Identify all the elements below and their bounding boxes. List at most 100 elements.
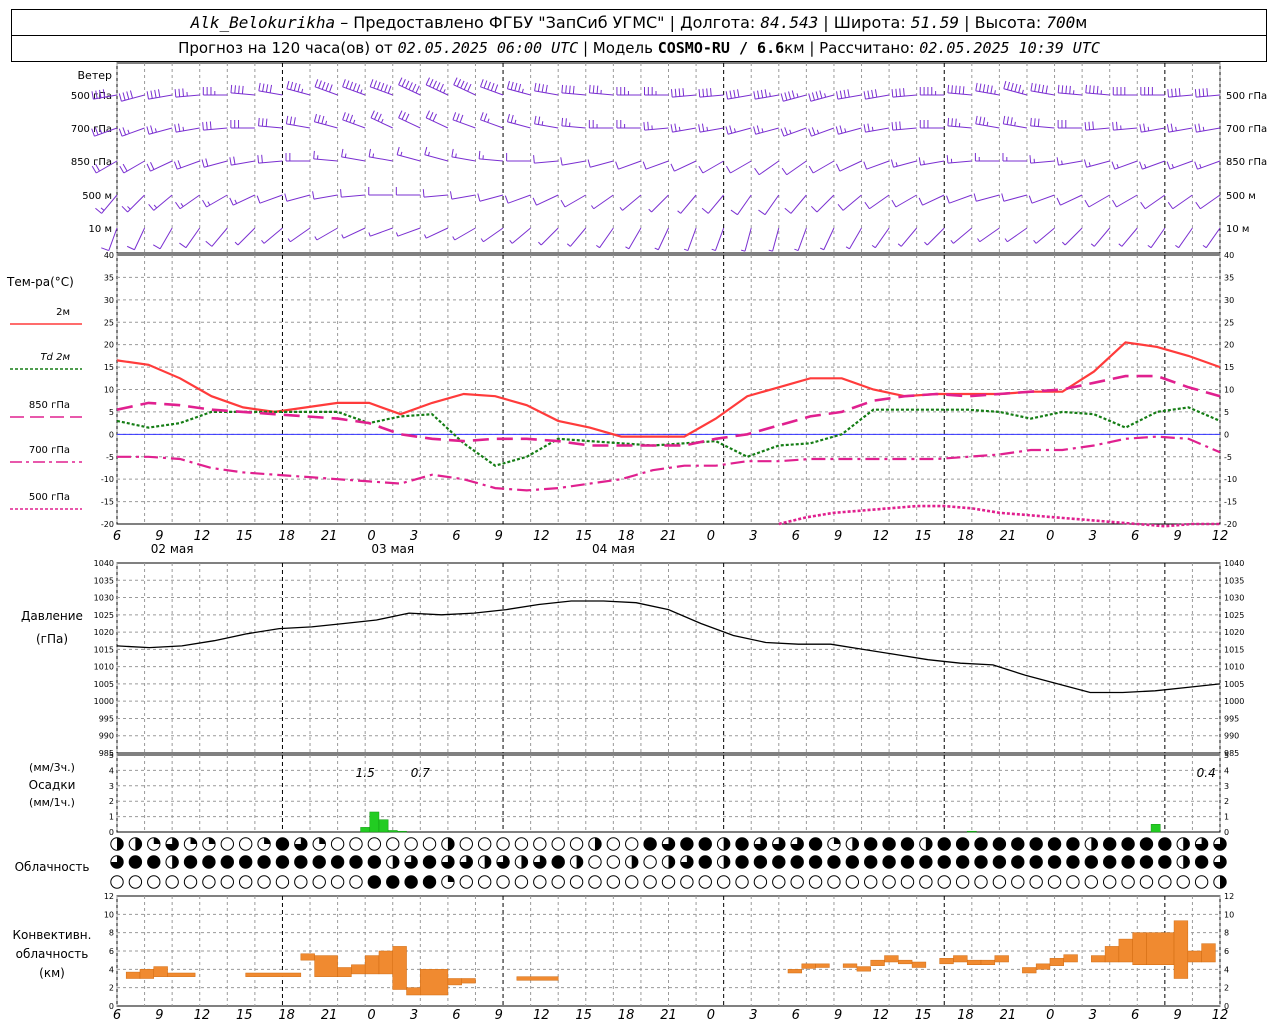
cloud-circle [238,837,253,851]
wind-barb [257,154,283,164]
wind-barb [1139,160,1166,170]
wind-barb [1112,87,1138,96]
wind-barb [286,80,311,96]
precip-ytick-left: 5 [109,751,114,760]
cloud-symbol [1066,837,1080,851]
wind-barb [152,227,173,250]
wind-barb-feather [401,79,406,87]
cloud-fill-full [827,855,841,869]
wind-barb [341,227,366,239]
wind-barb-feather [1194,89,1197,98]
temp-hour-label: 6 [792,529,800,544]
wind-barb [504,194,531,204]
wind-barb-feather [1198,88,1201,97]
wind-barb [1003,80,1028,96]
wind-barb-shaft [979,227,1000,243]
cloud-symbol [680,875,694,889]
wind-barb-feather [229,157,232,166]
conv-hour-label: 6 [1131,1008,1139,1023]
wind-barb-feather [874,89,878,98]
wind-barb-shaft [237,227,256,246]
cloud-circle [625,837,639,851]
wind-barb-half-feather [234,199,238,204]
conv-bar [787,969,803,974]
wind-barb-shaft [895,194,917,208]
wind-barb-shaft [286,88,311,96]
conv-bar [516,976,559,981]
wind-barb-shaft [1060,194,1083,206]
cloud-symbol [477,875,492,889]
cloud-fill-full [1011,837,1024,851]
wind-level-label-left: 850 гПа [71,157,112,168]
cloud-circle [533,875,547,889]
wind-barb [1194,123,1221,133]
wind-barb-feather [1006,116,1010,125]
temp-hour-label: 9 [834,529,842,544]
cloud-fill-full [1140,837,1153,851]
cloud-symbol [882,855,896,869]
wind-barb [642,160,669,170]
wind-barb-feather [847,89,850,98]
cloud-symbol [551,837,565,851]
cloud-symbol [643,855,657,869]
cloud-symbol [992,875,1007,889]
wind-barb-half-feather [625,246,630,250]
cloud-symbol [1121,855,1135,869]
wind-barb [506,113,531,129]
wind-barb-feather [460,80,465,89]
wind-barb-feather [514,82,518,91]
cloud-fill-full [1158,855,1172,869]
wind-barb-feather [432,113,437,122]
conv-ytick-left: 2 [109,984,114,993]
wind-barb-feather [1010,82,1014,91]
pressure-ytick-right: 1030 [1224,594,1244,603]
cloud-symbol [992,837,1007,851]
cloud-symbol [514,837,529,851]
pressure-ytick-left: 1015 [94,645,114,654]
wind-barb [835,160,862,172]
wind-barb [837,194,862,211]
temp-ytick-left: -15 [101,498,114,507]
conv-hour-label: 18 [618,1008,635,1023]
conv-bar [406,987,421,996]
wind-barb-shaft [1085,127,1110,131]
wind-barb [1118,227,1138,247]
wind-barb-feather [1198,123,1201,132]
wind-barb-feather [1170,123,1174,132]
wind-barb-feather [674,123,677,132]
wind-barb-feather [864,201,870,210]
wind-barb [947,84,972,96]
temp-series-2 [116,374,1221,447]
wind-barb [1202,227,1221,249]
wind-barb-feather [1115,121,1118,130]
cloud-fill-sector [533,855,547,869]
conv-bar [966,959,982,966]
wind-barb [701,194,725,214]
temp-hour-label: 18 [618,529,635,544]
wind-barb-feather [975,115,978,124]
cloud-symbol [1066,875,1080,889]
cloud-symbol [1029,875,1043,889]
wind-barb-shaft [1142,160,1166,170]
pressure-ytick-left: 1020 [94,628,114,637]
cloud-fill-sector [1091,837,1098,851]
wind-barb-half-feather [619,207,623,211]
conv-ytick-right: 12 [1224,892,1234,901]
precip-ytick-right: 4 [1224,766,1229,775]
cloud-fill-sector [208,837,216,844]
wind-barb [201,158,228,168]
cloud-circle [1103,875,1117,889]
wind-barb-half-feather [596,244,600,249]
temp-ytick-left: 30 [104,296,114,305]
wind-barb-feather [788,91,792,100]
wind-barb-feather [340,189,342,198]
conv-ytick-right: 0 [1224,1002,1229,1011]
wind-barb-feather [261,118,264,127]
wind-barb-half-feather [352,119,356,124]
wind-barb-shaft [1150,227,1166,248]
wind-barb-feather [863,91,866,100]
cloud-fill-full [974,855,988,869]
wind-barb-feather [596,85,599,94]
wind-barb-shaft [203,160,228,168]
wind-barb-shaft [342,119,366,129]
